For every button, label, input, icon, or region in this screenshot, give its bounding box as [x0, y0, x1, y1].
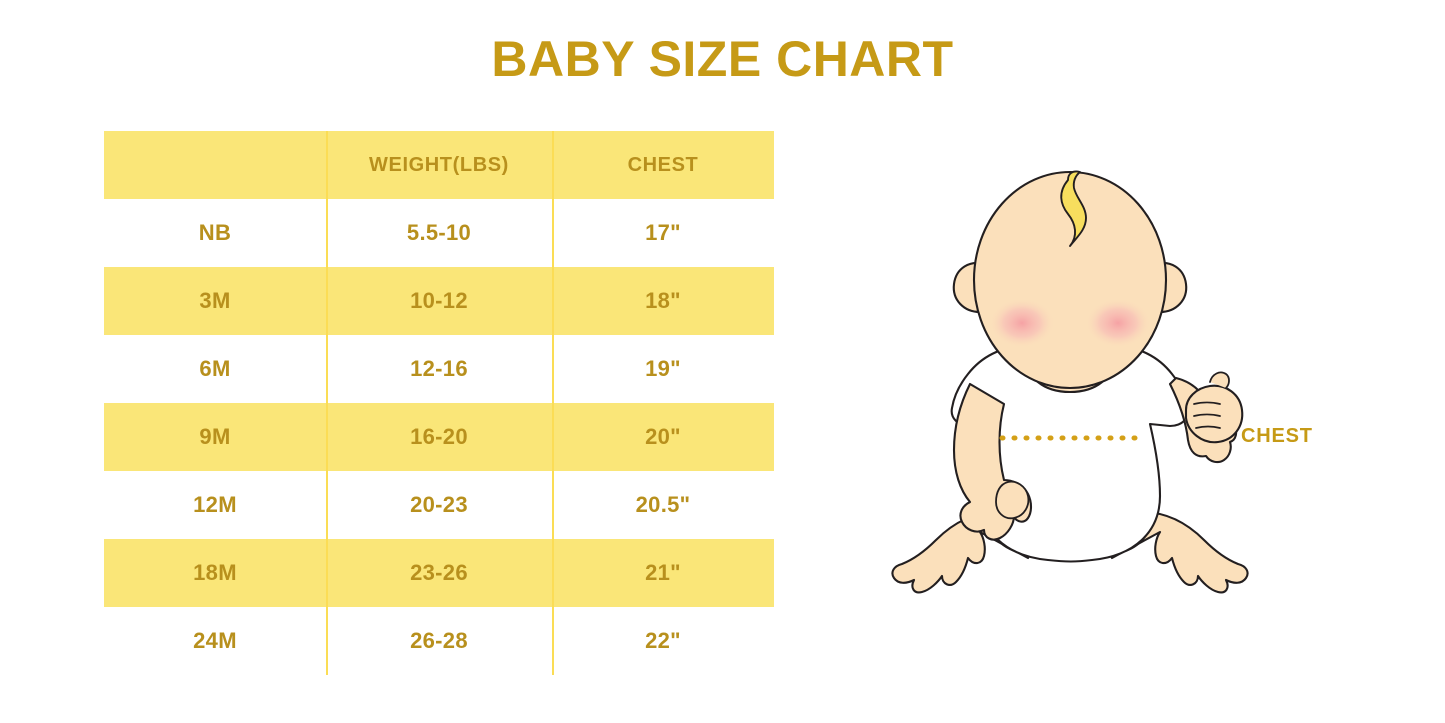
- cell-age: 18M: [193, 560, 237, 585]
- table-row: 18M 23-26 21": [104, 539, 774, 607]
- cell-chest: 22": [645, 628, 681, 653]
- cell-age: NB: [198, 220, 232, 245]
- table-row: 6M 12-16 19": [104, 335, 774, 403]
- cell-weight: 16-20: [410, 424, 468, 449]
- header-cell-weight: WEIGHT(LBS): [369, 154, 509, 176]
- baby-illustration: [880, 160, 1260, 600]
- cell-chest: 17": [645, 220, 681, 245]
- cell-weight: 12-16: [410, 356, 468, 381]
- header-cell-chest: CHEST: [627, 154, 699, 176]
- baby-left-hand: [995, 480, 1030, 520]
- cell-chest: 20": [645, 424, 681, 449]
- cell-weight: 20-23: [410, 492, 468, 517]
- hair-curl: [1060, 170, 1087, 247]
- page-title: BABY SIZE CHART: [491, 31, 954, 87]
- cell-weight: 23-26: [410, 560, 468, 585]
- column-divider-right: [552, 131, 554, 675]
- table-row: 9M 16-20 20": [104, 403, 774, 471]
- chest-label: CHEST: [1241, 425, 1313, 447]
- cell-chest: 20.5": [635, 492, 691, 517]
- table-row: 24M 26-28 22": [104, 607, 774, 675]
- table-row: 12M 20-23 20.5": [104, 471, 774, 539]
- cell-chest: 21": [645, 560, 681, 585]
- cell-chest: 18": [645, 288, 681, 313]
- column-divider-left: [326, 131, 328, 675]
- cell-age: 9M: [199, 424, 231, 449]
- cell-weight: 26-28: [410, 628, 468, 653]
- cell-weight: 10-12: [410, 288, 468, 313]
- baby-right-fist: [1184, 371, 1244, 444]
- size-chart-table: WEIGHT(LBS) CHEST NB 5.5-10 17" 3M 10-12…: [104, 131, 774, 675]
- cell-age: 24M: [193, 628, 237, 653]
- cell-age: 6M: [199, 356, 231, 381]
- blush-left: [989, 298, 1055, 348]
- cell-chest: 19": [645, 356, 681, 381]
- cell-weight: 5.5-10: [406, 220, 472, 245]
- cell-age: 3M: [199, 288, 231, 313]
- table-row: NB 5.5-10 17": [104, 199, 774, 267]
- blush-right: [1085, 298, 1151, 348]
- table-header-row: WEIGHT(LBS) CHEST: [104, 131, 774, 199]
- baby-figure-svg: [891, 170, 1249, 594]
- table-row: 3M 10-12 18": [104, 267, 774, 335]
- cell-age: 12M: [193, 492, 237, 517]
